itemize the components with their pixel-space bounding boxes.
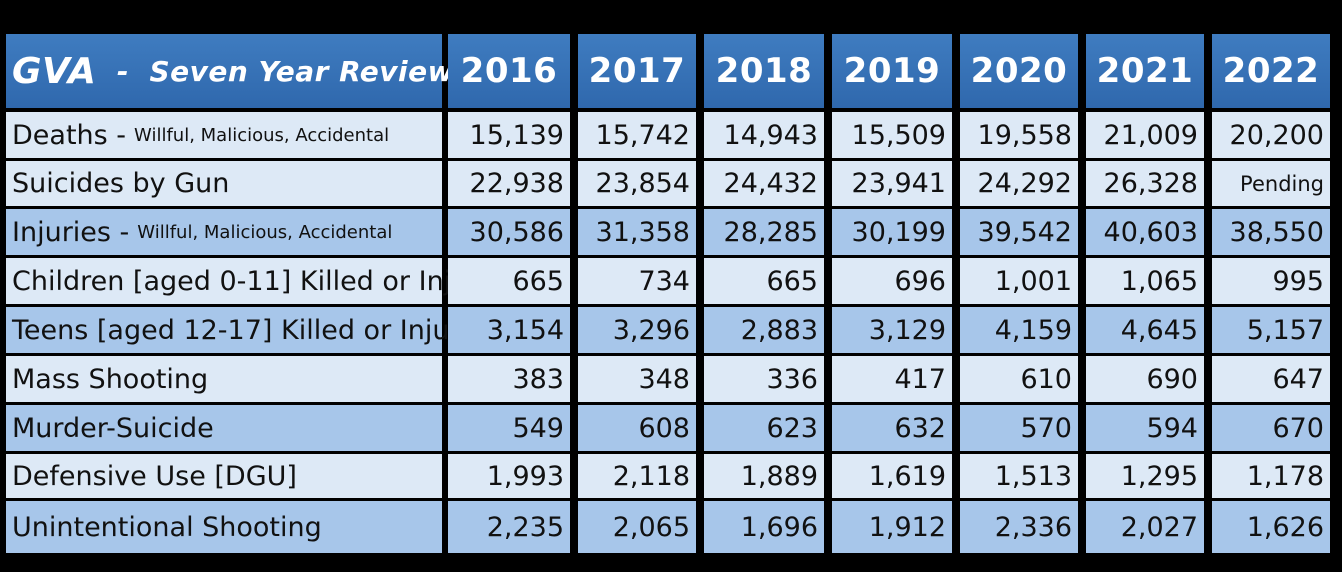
row-label: Deaths - Willful, Malicious, Accidental	[6, 112, 442, 158]
row-label-qualifier: Willful, Malicious, Accidental	[137, 221, 393, 243]
year-header: 2017	[578, 34, 696, 108]
table-cell: 665	[704, 258, 824, 304]
table-cell: 23,941	[832, 161, 952, 206]
table-cell: 2,118	[578, 454, 696, 498]
year-header: 2018	[704, 34, 824, 108]
row-label-text: Injuries -	[12, 216, 130, 248]
table-cell: 21,009	[1086, 112, 1204, 158]
table-cell: 14,943	[704, 112, 824, 158]
row-label: Mass Shooting	[6, 356, 442, 402]
year-header: 2022	[1212, 34, 1330, 108]
table-cell: 24,432	[704, 161, 824, 206]
table-cell: 1,912	[832, 501, 952, 553]
table-cell: 20,200	[1212, 112, 1330, 158]
year-header: 2020	[960, 34, 1078, 108]
table-cell: 690	[1086, 356, 1204, 402]
table-cell: 696	[832, 258, 952, 304]
table-cell: 417	[832, 356, 952, 402]
table-cell: 570	[960, 405, 1078, 451]
table-cell: 1,295	[1086, 454, 1204, 498]
table-cell: 3,296	[578, 307, 696, 353]
table-cell: 1,696	[704, 501, 824, 553]
table-cell: 610	[960, 356, 1078, 402]
table-cell: 3,129	[832, 307, 952, 353]
table-cell: 348	[578, 356, 696, 402]
table-cell: 4,159	[960, 307, 1078, 353]
table-cell: 383	[448, 356, 570, 402]
table-cell: 3,154	[448, 307, 570, 353]
row-label-text: Deaths -	[12, 119, 127, 151]
subtitle-text: Seven Year Review	[149, 54, 455, 88]
table-cell: 2,235	[448, 501, 570, 553]
table-cell: 1,619	[832, 454, 952, 498]
row-label-text: Suicides by Gun	[12, 168, 230, 199]
row-label-text: Murder-Suicide	[12, 412, 214, 444]
table-cell: 995	[1212, 258, 1330, 304]
table-cell: 2,336	[960, 501, 1078, 553]
row-label: Murder-Suicide	[6, 405, 442, 451]
row-label: Children [aged 0-11] Killed or Injured	[6, 258, 513, 304]
table-cell: 19,558	[960, 112, 1078, 158]
row-label: Injuries - Willful, Malicious, Accidental	[6, 209, 442, 255]
table-cell: 2,883	[704, 307, 824, 353]
table-cell: 15,509	[832, 112, 952, 158]
table-cell: 24,292	[960, 161, 1078, 206]
table-cell: 2,065	[578, 501, 696, 553]
table-cell: 23,854	[578, 161, 696, 206]
row-label-qualifier: Willful, Malicious, Accidental	[134, 124, 390, 146]
table-cell: 549	[448, 405, 570, 451]
table-cell: 31,358	[578, 209, 696, 255]
table-cell: 26,328	[1086, 161, 1204, 206]
row-label: Unintentional Shooting	[6, 501, 442, 553]
table-cell: 30,586	[448, 209, 570, 255]
table-cell: 594	[1086, 405, 1204, 451]
table-cell: 1,065	[1086, 258, 1204, 304]
table-cell: 665	[448, 258, 570, 304]
table-cell: 670	[1212, 405, 1330, 451]
table-cell: 1,993	[448, 454, 570, 498]
table-cell: 1,626	[1212, 501, 1330, 553]
table-cell: 336	[704, 356, 824, 402]
table-cell: 4,645	[1086, 307, 1204, 353]
row-label-text: Unintentional Shooting	[12, 511, 322, 543]
table-cell: 1,178	[1212, 454, 1330, 498]
table-cell: 40,603	[1086, 209, 1204, 255]
table-cell: 1,001	[960, 258, 1078, 304]
title-text: GVA	[12, 50, 97, 92]
year-header: 2021	[1086, 34, 1204, 108]
row-label-text: Children [aged 0-11] Killed or Injured	[12, 265, 513, 297]
table-cell: 734	[578, 258, 696, 304]
table-title: GVA - Seven Year Review	[6, 34, 454, 108]
table-cell: 15,139	[448, 112, 570, 158]
table-cell: 22,938	[448, 161, 570, 206]
row-label: Defensive Use [DGU]	[6, 454, 442, 498]
row-label: Suicides by Gun	[6, 161, 442, 206]
table-cell: 2,027	[1086, 501, 1204, 553]
row-label-text: Teens [aged 12-17] Killed or Injured	[12, 314, 494, 346]
year-header: 2016	[448, 34, 570, 108]
table-cell: 39,542	[960, 209, 1078, 255]
table-cell: 623	[704, 405, 824, 451]
row-label: Teens [aged 12-17] Killed or Injured	[6, 307, 494, 353]
row-label-text: Mass Shooting	[12, 363, 209, 395]
year-header: 2019	[832, 34, 952, 108]
table-cell: 647	[1212, 356, 1330, 402]
row-label-text: Defensive Use [DGU]	[12, 460, 297, 492]
table-cell: 1,513	[960, 454, 1078, 498]
table-cell: 608	[578, 405, 696, 451]
table-cell: 5,157	[1212, 307, 1330, 353]
table-cell: 28,285	[704, 209, 824, 255]
table-cell: 1,889	[704, 454, 824, 498]
table-cell: 30,199	[832, 209, 952, 255]
table-cell: 15,742	[578, 112, 696, 158]
table-cell: Pending	[1212, 161, 1330, 206]
table-cell: 38,550	[1212, 209, 1330, 255]
table-cell: 632	[832, 405, 952, 451]
title-separator: -	[96, 54, 150, 88]
